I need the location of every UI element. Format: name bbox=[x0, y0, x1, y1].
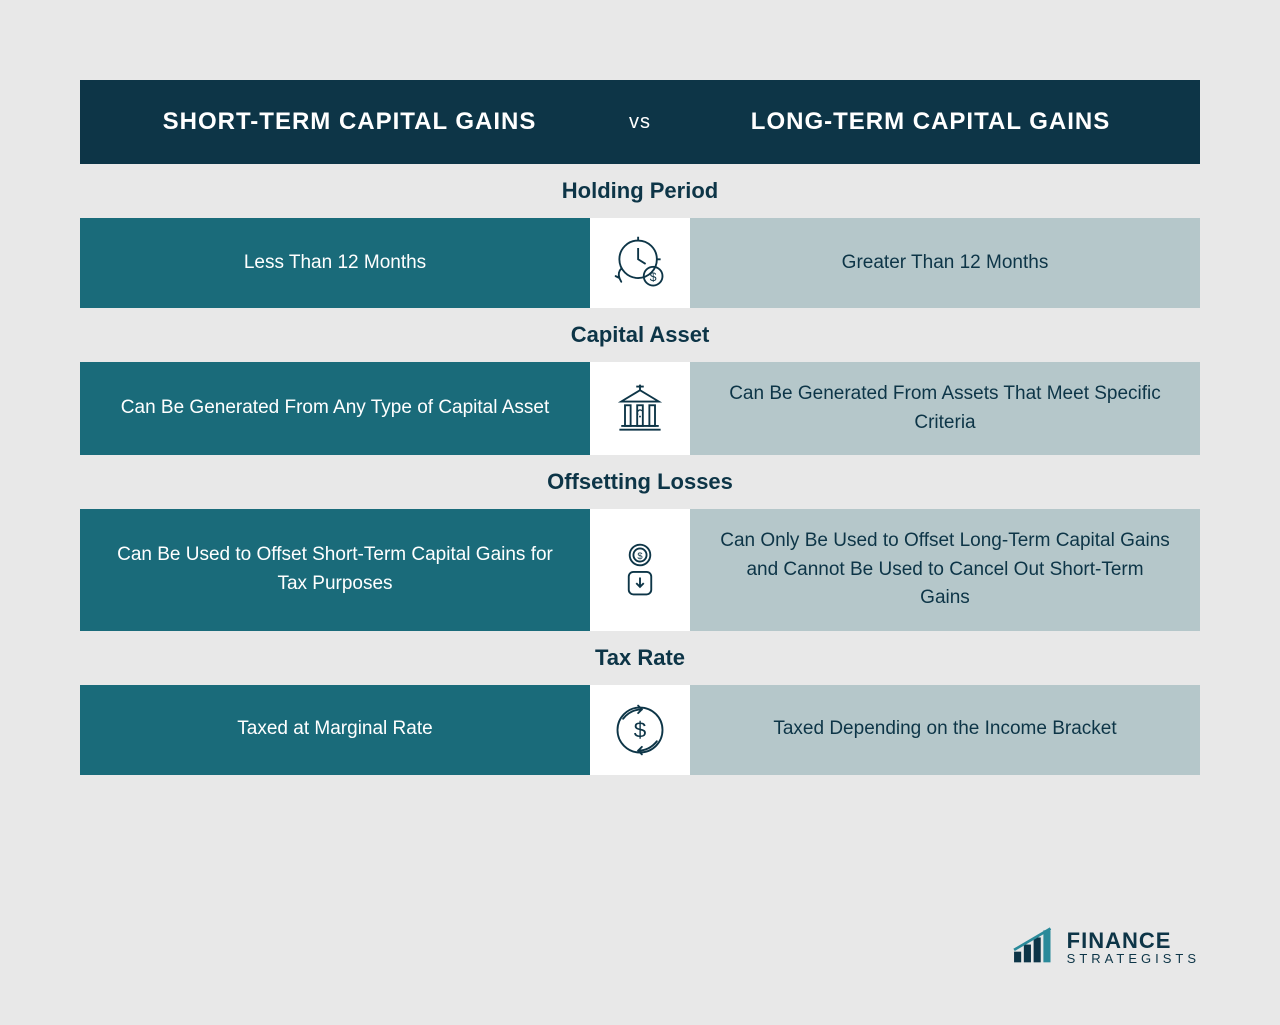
cell-right: Can Only Be Used to Offset Long-Term Cap… bbox=[690, 509, 1200, 631]
cell-right: Greater Than 12 Months bbox=[690, 218, 1200, 308]
header-right-title: LONG-TERM CAPITAL GAINS bbox=[681, 108, 1180, 136]
logo-bars-icon bbox=[1012, 925, 1057, 970]
logo-text: FINANCE STRATEGISTS bbox=[1067, 930, 1200, 965]
coin-down-icon: $ bbox=[590, 509, 690, 631]
comparison-row: Taxed at Marginal Rate $ Taxed Depending… bbox=[80, 685, 1200, 775]
cell-left: Can Be Generated From Any Type of Capita… bbox=[80, 362, 590, 455]
section-label: Tax Rate bbox=[80, 631, 1200, 685]
section-label: Offsetting Losses bbox=[80, 455, 1200, 509]
bank-building-icon bbox=[590, 362, 690, 455]
logo-main: FINANCE bbox=[1067, 930, 1200, 952]
dollar-cycle-icon: $ bbox=[590, 685, 690, 775]
comparison-row: Can Be Used to Offset Short-Term Capital… bbox=[80, 509, 1200, 631]
comparison-row: Can Be Generated From Any Type of Capita… bbox=[80, 362, 1200, 455]
header-bar: SHORT-TERM CAPITAL GAINS vs LONG-TERM CA… bbox=[80, 80, 1200, 164]
infographic-card: SHORT-TERM CAPITAL GAINS vs LONG-TERM CA… bbox=[20, 20, 1260, 1005]
cell-right: Can Be Generated From Assets That Meet S… bbox=[690, 362, 1200, 455]
section-label: Holding Period bbox=[80, 164, 1200, 218]
cell-left: Less Than 12 Months bbox=[80, 218, 590, 308]
header-vs: vs bbox=[629, 111, 651, 134]
svg-text:$: $ bbox=[637, 551, 643, 561]
logo-sub: STRATEGISTS bbox=[1067, 952, 1200, 965]
comparison-row: Less Than 12 Months $ Greater Than 12 Mo… bbox=[80, 218, 1200, 308]
svg-text:$: $ bbox=[634, 717, 647, 742]
section-label: Capital Asset bbox=[80, 308, 1200, 362]
brand-logo: FINANCE STRATEGISTS bbox=[1012, 925, 1200, 970]
header-left-title: SHORT-TERM CAPITAL GAINS bbox=[100, 108, 599, 136]
svg-text:$: $ bbox=[650, 270, 657, 284]
cell-left: Taxed at Marginal Rate bbox=[80, 685, 590, 775]
cell-left: Can Be Used to Offset Short-Term Capital… bbox=[80, 509, 590, 631]
clock-money-icon: $ bbox=[590, 218, 690, 308]
cell-right: Taxed Depending on the Income Bracket bbox=[690, 685, 1200, 775]
